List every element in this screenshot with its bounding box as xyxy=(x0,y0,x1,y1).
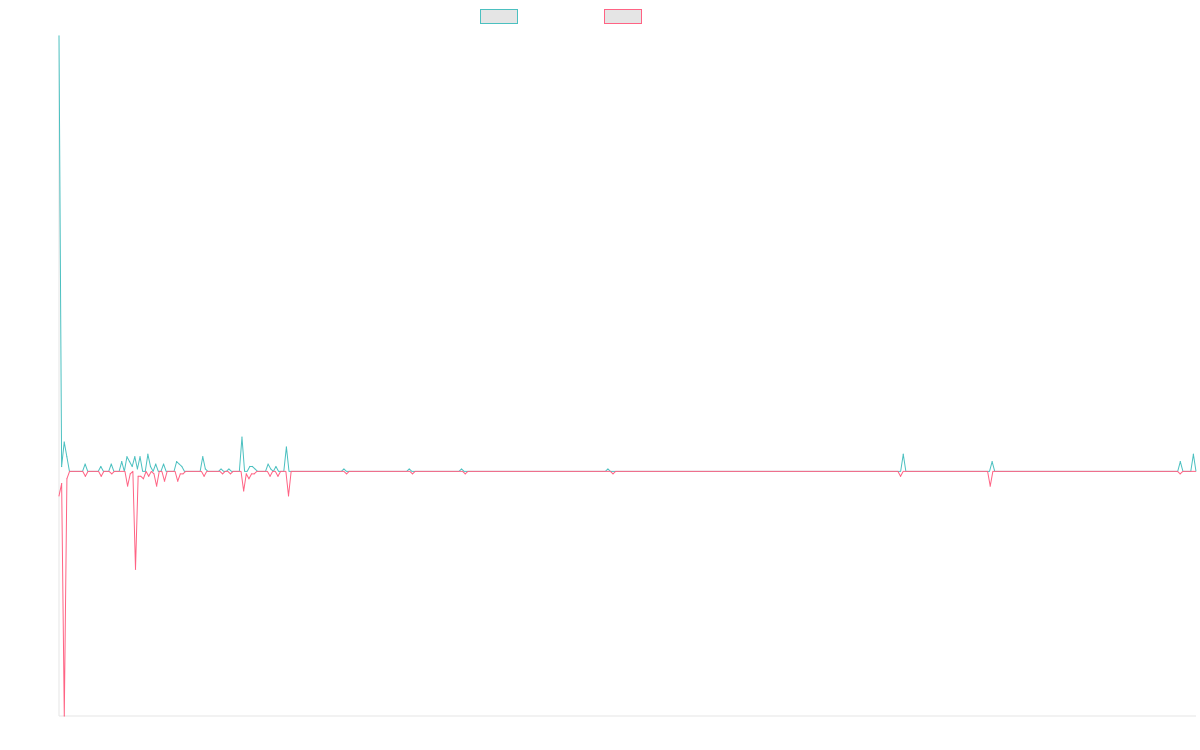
series-2-point xyxy=(1179,473,1181,475)
series-2-point xyxy=(156,485,158,487)
series-1-point xyxy=(1192,453,1194,455)
series-2-point xyxy=(253,473,255,475)
series-1-point xyxy=(241,436,243,438)
legend-swatch-series-1 xyxy=(480,9,518,24)
series-1-point xyxy=(66,456,68,458)
series-2-point xyxy=(245,473,247,475)
series-2-point xyxy=(126,485,129,487)
chart-legend xyxy=(0,9,1200,27)
series-1-point xyxy=(136,468,139,470)
series-2-point xyxy=(129,473,131,475)
series-1-point xyxy=(131,465,133,468)
series-1-point xyxy=(149,465,152,468)
series-2-point xyxy=(248,478,250,480)
series-2-point xyxy=(58,495,60,497)
series-1-point xyxy=(126,456,128,458)
series-layer xyxy=(58,35,1197,717)
series-1-point xyxy=(267,463,269,465)
series-2-point xyxy=(243,490,245,492)
series-2-point xyxy=(277,475,279,477)
series-2-point xyxy=(345,473,348,475)
series-2-point xyxy=(612,473,614,475)
series-1-point xyxy=(1179,461,1181,463)
series-2-point xyxy=(989,485,991,487)
series-1-point xyxy=(408,468,410,470)
legend-item-series-2[interactable] xyxy=(604,9,642,24)
series-1-point xyxy=(139,456,141,458)
series-2-point xyxy=(111,473,113,475)
series-2-point xyxy=(66,478,68,480)
series-1-point xyxy=(181,465,183,468)
series-1-point xyxy=(607,468,609,470)
series-2-point xyxy=(148,475,150,477)
series-2-point xyxy=(182,473,184,475)
series-1-point xyxy=(84,463,86,465)
series-2-point xyxy=(142,478,145,480)
series-1-point xyxy=(285,446,287,448)
series-2-point xyxy=(203,475,205,477)
series-2-point xyxy=(61,483,63,485)
legend-item-series-1[interactable] xyxy=(480,9,518,24)
series-1-point xyxy=(178,463,180,465)
series-2-point xyxy=(287,495,290,497)
series-1-point xyxy=(110,463,112,465)
series-1-point xyxy=(228,468,230,470)
series-2-point xyxy=(134,568,137,570)
series-1-point xyxy=(155,463,157,465)
series-1-point xyxy=(176,461,178,463)
series-2-point xyxy=(153,473,155,475)
series-2-point xyxy=(464,473,466,475)
series-1-point xyxy=(460,468,463,470)
series-1-point xyxy=(991,461,993,463)
series-1-point xyxy=(61,465,63,468)
series-2-point xyxy=(84,475,86,477)
series-1-point xyxy=(147,453,149,455)
series-2-point xyxy=(269,475,271,477)
series-1-point xyxy=(254,468,256,470)
series-2-point xyxy=(229,473,232,475)
series-1-point xyxy=(220,468,222,470)
series-2-point xyxy=(137,475,139,477)
series-2-point xyxy=(177,480,179,482)
series-2-line xyxy=(58,470,1196,717)
series-2-point xyxy=(163,480,166,482)
series-2-point xyxy=(411,473,414,475)
series-1-point xyxy=(121,461,123,463)
series-2-point xyxy=(179,473,181,475)
series-1-point xyxy=(249,465,251,468)
series-1-point xyxy=(275,465,277,468)
series-2-point xyxy=(899,475,902,477)
series-1-point xyxy=(63,441,65,443)
series-2-point xyxy=(221,473,224,475)
series-1-point xyxy=(128,461,131,463)
series-1-point xyxy=(162,463,165,465)
series-1-point xyxy=(202,456,204,458)
series-1-line xyxy=(58,35,1197,472)
legend-swatch-series-2 xyxy=(604,9,642,24)
series-1-point xyxy=(58,35,60,37)
series-2-point xyxy=(100,475,102,477)
series-1-point xyxy=(251,465,254,468)
series-2-point xyxy=(63,715,65,717)
series-1-point xyxy=(270,468,272,470)
series-1-point xyxy=(204,468,206,470)
series-2-point xyxy=(140,475,142,477)
series-1-point xyxy=(902,453,904,455)
series-2-point xyxy=(250,473,253,475)
series-1-point xyxy=(100,465,102,468)
series-1-point xyxy=(134,456,136,458)
series-1-point xyxy=(343,468,345,470)
